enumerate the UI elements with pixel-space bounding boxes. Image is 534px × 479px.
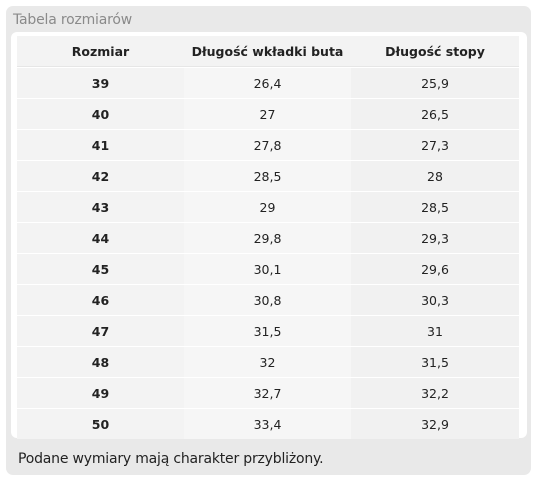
insole-length-cell: 27 <box>184 98 351 129</box>
column-header-foot-length: Długość stopy <box>351 36 519 67</box>
table-row: 47 31,5 31 <box>17 315 519 346</box>
table-row: 44 29,8 29,3 <box>17 222 519 253</box>
size-cell: 43 <box>17 191 184 222</box>
foot-length-cell: 32,2 <box>351 377 519 408</box>
table-row: 39 26,4 25,9 <box>17 67 519 98</box>
approximation-note: Podane wymiary mają charakter przybliżon… <box>18 451 324 467</box>
column-header-insole-length: Długość wkładki buta <box>184 36 351 67</box>
table-row: 40 27 26,5 <box>17 98 519 129</box>
insole-length-cell: 26,4 <box>184 67 351 98</box>
size-cell: 39 <box>17 67 184 98</box>
insole-length-cell: 32,7 <box>184 377 351 408</box>
size-cell: 40 <box>17 98 184 129</box>
size-cell: 46 <box>17 284 184 315</box>
foot-length-cell: 29,3 <box>351 222 519 253</box>
foot-length-cell: 30,3 <box>351 284 519 315</box>
size-cell: 42 <box>17 160 184 191</box>
table-row: 42 28,5 28 <box>17 160 519 191</box>
panel-title: Tabela rozmiarów <box>13 12 132 28</box>
table-row: 49 32,7 32,2 <box>17 377 519 408</box>
column-header-size: Rozmiar <box>17 36 184 67</box>
table-row: 50 33,4 32,9 <box>17 408 519 439</box>
insole-length-cell: 33,4 <box>184 408 351 439</box>
insole-length-cell: 27,8 <box>184 129 351 160</box>
size-table-container: Rozmiar Długość wkładki buta Długość sto… <box>11 32 527 439</box>
table-row: 45 30,1 29,6 <box>17 253 519 284</box>
table-header-row: Rozmiar Długość wkładki buta Długość sto… <box>17 36 519 67</box>
size-cell: 48 <box>17 346 184 377</box>
insole-length-cell: 28,5 <box>184 160 351 191</box>
table-row: 43 29 28,5 <box>17 191 519 222</box>
table-row: 48 32 31,5 <box>17 346 519 377</box>
insole-length-cell: 29,8 <box>184 222 351 253</box>
foot-length-cell: 28 <box>351 160 519 191</box>
insole-length-cell: 32 <box>184 346 351 377</box>
insole-length-cell: 30,8 <box>184 284 351 315</box>
size-cell: 50 <box>17 408 184 439</box>
table-row: 46 30,8 30,3 <box>17 284 519 315</box>
foot-length-cell: 29,6 <box>351 253 519 284</box>
size-cell: 45 <box>17 253 184 284</box>
foot-length-cell: 28,5 <box>351 191 519 222</box>
foot-length-cell: 25,9 <box>351 67 519 98</box>
size-cell: 47 <box>17 315 184 346</box>
foot-length-cell: 27,3 <box>351 129 519 160</box>
foot-length-cell: 32,9 <box>351 408 519 439</box>
size-cell: 49 <box>17 377 184 408</box>
foot-length-cell: 31,5 <box>351 346 519 377</box>
insole-length-cell: 31,5 <box>184 315 351 346</box>
foot-length-cell: 31 <box>351 315 519 346</box>
foot-length-cell: 26,5 <box>351 98 519 129</box>
size-cell: 41 <box>17 129 184 160</box>
size-table: Rozmiar Długość wkładki buta Długość sto… <box>17 36 519 439</box>
size-cell: 44 <box>17 222 184 253</box>
insole-length-cell: 29 <box>184 191 351 222</box>
size-chart-panel: Tabela rozmiarów Rozmiar Długość wkładki… <box>6 6 531 475</box>
insole-length-cell: 30,1 <box>184 253 351 284</box>
table-row: 41 27,8 27,3 <box>17 129 519 160</box>
